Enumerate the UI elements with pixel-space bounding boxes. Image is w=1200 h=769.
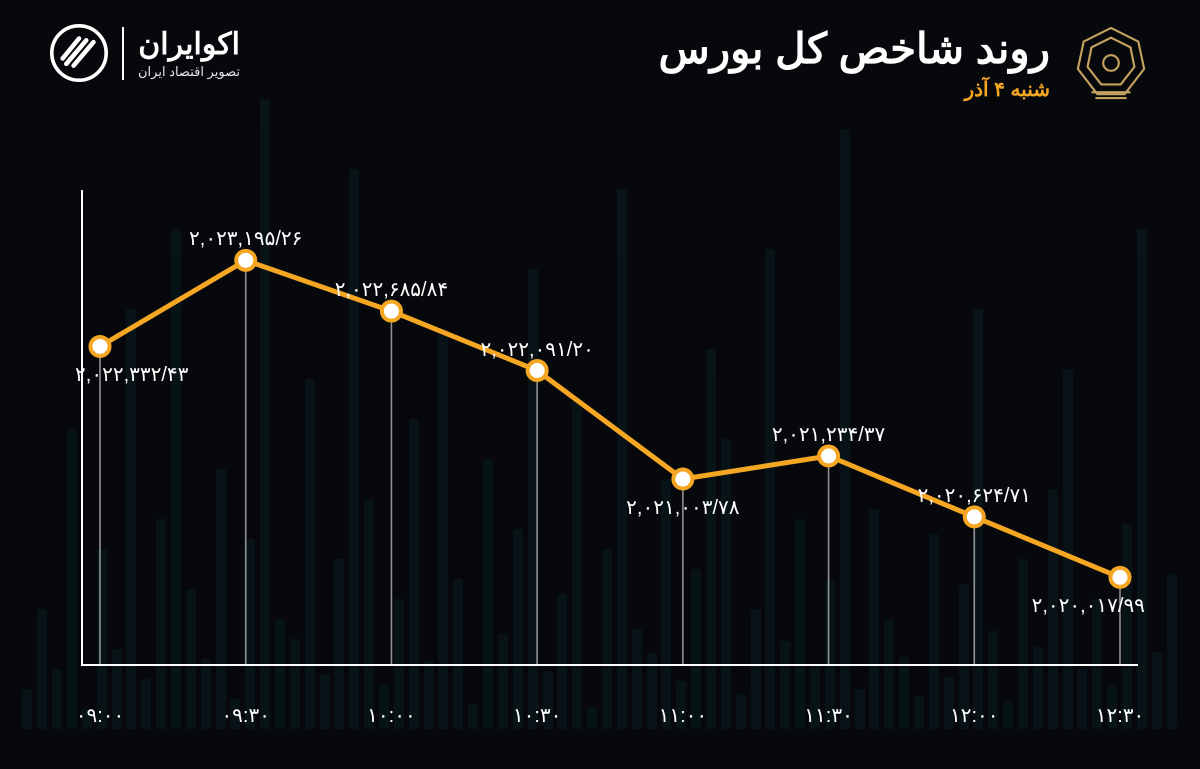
- bg-bar: [1167, 574, 1177, 729]
- title-block: روند شاخص کل بورس شنبه ۴ آذر: [659, 24, 1150, 102]
- bg-bar: [22, 689, 32, 729]
- x-axis-label: ۱۱:۳۰: [804, 703, 853, 728]
- bg-bar: [37, 609, 47, 729]
- brand-block: اکوایران تصویر اقتصاد ایران: [50, 24, 240, 82]
- value-label: ۲,۰۲۱,۲۳۴/۳۷: [772, 422, 885, 447]
- bg-bar: [1152, 652, 1162, 729]
- value-label: ۲,۰۲۰,۰۱۷/۹۹: [1032, 593, 1145, 618]
- x-axis-label: ۱۲:۰۰: [950, 703, 999, 728]
- brand-tagline: تصویر اقتصاد ایران: [138, 64, 240, 80]
- chart-title: روند شاخص کل بورس: [659, 24, 1050, 73]
- x-axis-label: ۱۱:۰۰: [659, 703, 708, 728]
- bg-bar: [52, 669, 62, 729]
- value-label: ۲,۰۲۲,۶۸۵/۸۴: [335, 277, 448, 302]
- brand-logo-icon: [50, 24, 108, 82]
- x-axis-label: ۰۹:۰۰: [76, 703, 125, 728]
- value-label: ۲,۰۲۰,۶۲۴/۷۱: [918, 483, 1031, 508]
- chart-subtitle: شنبه ۴ آذر: [659, 77, 1050, 102]
- x-axis-labels: ۰۹:۰۰ ۰۹:۳۰ ۱۰:۰۰ ۱۰:۳۰ ۱۱:۰۰ ۱۱:۳۰ ۱۲:۰۰ ۱۲:۳۰: [70, 703, 1150, 743]
- value-label: ۲,۰۲۳,۱۹۵/۲۶: [189, 226, 302, 251]
- value-label: ۲,۰۲۲,۰۹۱/۲۰: [480, 337, 593, 362]
- line-chart: ۲,۰۲۲,۳۳۲/۴۳ ۲,۰۲۳,۱۹۵/۲۶ ۲,۰۲۲,۶۸۵/۸۴ ۲,۰۲…: [70, 170, 1150, 689]
- value-label: ۲,۰۲۱,۰۰۳/۷۸: [626, 495, 739, 520]
- x-axis-label: ۱۲:۳۰: [1096, 703, 1145, 728]
- x-axis-label: ۱۰:۰۰: [367, 703, 416, 728]
- header: اکوایران تصویر اقتصاد ایران: [0, 0, 1200, 120]
- value-label: ۲,۰۲۲,۳۳۲/۴۳: [75, 362, 188, 387]
- x-axis-label: ۰۹:۳۰: [221, 703, 270, 728]
- exchange-emblem-icon: [1072, 24, 1150, 102]
- brand-name: اکوایران: [138, 27, 240, 62]
- x-axis-label: ۱۰:۳۰: [513, 703, 562, 728]
